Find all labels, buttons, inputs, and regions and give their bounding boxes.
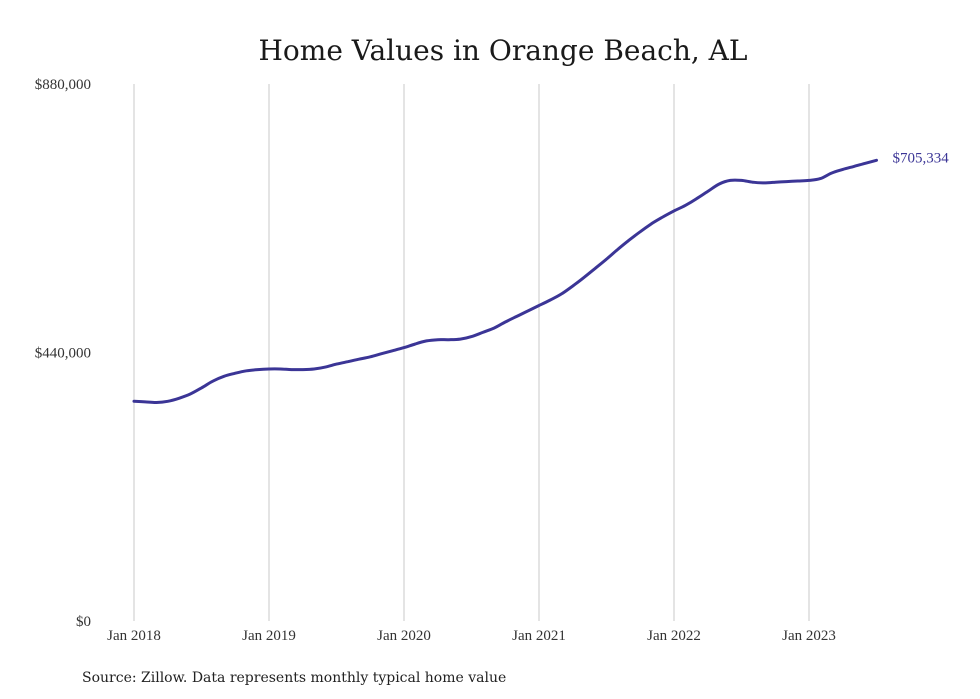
x-tick-label: Jan 2023 (782, 628, 836, 644)
y-tick-label: $440,000 (35, 346, 91, 362)
series-line-home-value (132, 158, 878, 405)
y-tick-label: $0 (76, 614, 91, 630)
x-tick-label: Jan 2019 (242, 628, 296, 644)
x-tick-label: Jan 2021 (512, 628, 566, 644)
grid-layer (133, 84, 810, 621)
source-note: Source: Zillow. Data represents monthly … (82, 670, 506, 686)
x-axis-ticks: Jan 2018 Jan 2019 Jan 2020 Jan 2021 Jan 2022… (107, 628, 836, 644)
x-tick-label: Jan 2022 (647, 628, 701, 644)
x-tick-label: Jan 2018 (107, 628, 161, 644)
y-axis-ticks: $880,000 $440,000 $0 (35, 77, 91, 630)
x-tick-label: Jan 2020 (377, 628, 431, 644)
end-value-label: $705,334 (893, 150, 950, 166)
y-tick-label: $880,000 (35, 77, 91, 93)
chart-title: Home Values in Orange Beach, AL (259, 34, 748, 67)
